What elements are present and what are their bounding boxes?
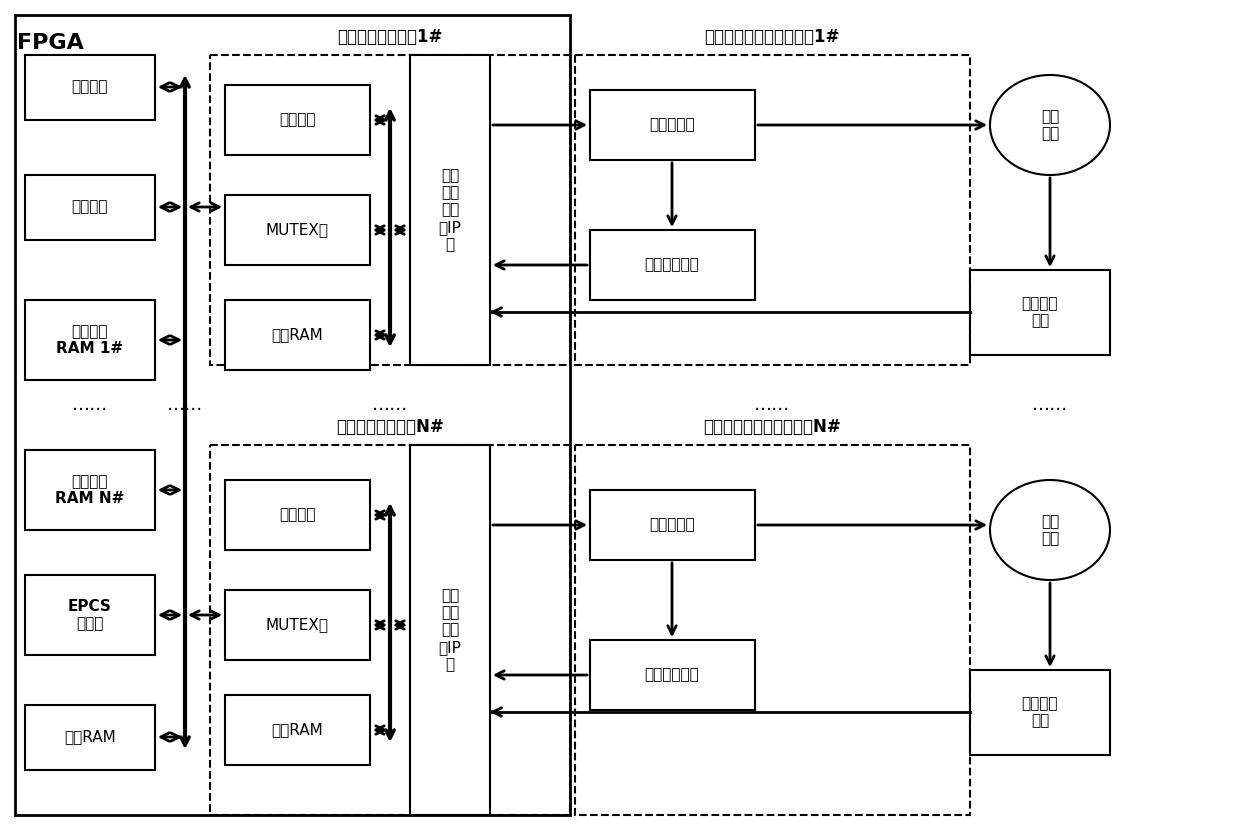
Text: 功率逆变器: 功率逆变器: [650, 517, 694, 532]
Bar: [410, 445, 490, 815]
Text: 电压电流检测: 电压电流检测: [645, 667, 699, 682]
Bar: [590, 640, 755, 710]
Ellipse shape: [990, 75, 1110, 175]
Text: 主处理器: 主处理器: [72, 199, 108, 215]
Text: ……: ……: [72, 396, 108, 414]
Bar: [224, 695, 370, 765]
Bar: [590, 490, 755, 560]
Bar: [575, 55, 970, 365]
Text: 从处理器: 从处理器: [279, 507, 315, 522]
Text: MUTEX核: MUTEX核: [265, 617, 329, 632]
Text: 片上共享
RAM 1#: 片上共享 RAM 1#: [57, 324, 124, 357]
Text: 片上RAM: 片上RAM: [64, 730, 115, 745]
Text: 功率驱动与信号采集电路1#: 功率驱动与信号采集电路1#: [704, 28, 839, 46]
Bar: [224, 590, 370, 660]
Bar: [224, 85, 370, 155]
Text: MUTEX核: MUTEX核: [265, 222, 329, 237]
Text: 伺服
电机: 伺服 电机: [1040, 514, 1059, 546]
Text: 片上RAM: 片上RAM: [272, 327, 322, 342]
Text: 位置反馈
元件: 位置反馈 元件: [1022, 296, 1058, 328]
Text: 位置反馈
元件: 位置反馈 元件: [1022, 696, 1058, 728]
Bar: [25, 175, 155, 240]
Bar: [970, 270, 1110, 355]
Bar: [210, 445, 570, 815]
Bar: [224, 300, 370, 370]
Text: 功率驱动与信号采集电路N#: 功率驱动与信号采集电路N#: [703, 418, 841, 436]
Bar: [25, 450, 155, 530]
Text: 网络通讯: 网络通讯: [72, 79, 108, 94]
Text: 电流
环伺
服控
制IP
核: 电流 环伺 服控 制IP 核: [439, 588, 461, 672]
Bar: [224, 480, 370, 550]
Bar: [590, 90, 755, 160]
Bar: [25, 55, 155, 120]
Text: 从处理器: 从处理器: [279, 112, 315, 127]
Text: FPGA: FPGA: [16, 33, 83, 53]
Text: 伺服
电机: 伺服 电机: [1040, 109, 1059, 142]
Bar: [25, 575, 155, 655]
Ellipse shape: [990, 480, 1110, 580]
Text: 片上RAM: 片上RAM: [272, 722, 322, 737]
Bar: [15, 15, 570, 815]
Text: ……: ……: [754, 396, 790, 414]
Text: 电流
环伺
服控
制IP
核: 电流 环伺 服控 制IP 核: [439, 167, 461, 252]
Text: ……: ……: [372, 396, 408, 414]
Text: 电机驱动控制模块1#: 电机驱动控制模块1#: [337, 28, 443, 46]
Bar: [575, 445, 970, 815]
Bar: [25, 300, 155, 380]
Text: 电压电流检测: 电压电流检测: [645, 257, 699, 272]
Bar: [590, 230, 755, 300]
Text: ……: ……: [1032, 396, 1068, 414]
Bar: [970, 670, 1110, 755]
Text: 片上共享
RAM N#: 片上共享 RAM N#: [56, 474, 125, 506]
Text: 电机驱动控制模块N#: 电机驱动控制模块N#: [336, 418, 444, 436]
Text: ……: ……: [167, 396, 203, 414]
Bar: [224, 195, 370, 265]
Bar: [210, 55, 570, 365]
Text: 功率逆变器: 功率逆变器: [650, 117, 694, 132]
Bar: [410, 55, 490, 365]
Text: EPCS
控制器: EPCS 控制器: [68, 599, 112, 631]
Bar: [25, 705, 155, 770]
